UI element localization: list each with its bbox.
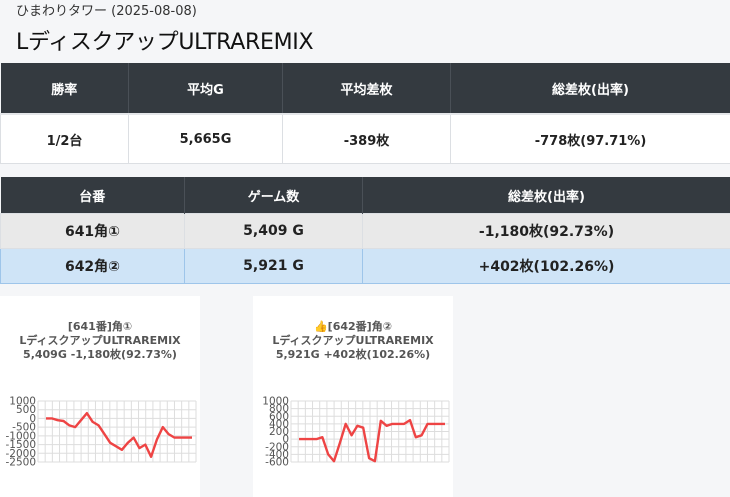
- table-row[interactable]: 642角② 5,921 G +402枚(102.26%): [0, 248, 730, 284]
- y-tick-label: -2000: [5, 448, 36, 460]
- series-line: [299, 418, 445, 463]
- chart-header-unit: [641番]角①: [67, 320, 133, 333]
- summary-table: 勝率 平均G 平均差枚 総差枚(出率) 1/2台 5,665G -389枚 -7…: [0, 63, 730, 164]
- y-tick-label: 0: [29, 413, 36, 425]
- machine-diff: -1,180枚(92.73%): [362, 213, 730, 249]
- y-tick-label: 0: [282, 434, 289, 446]
- machine-diff: +402枚(102.26%): [362, 248, 730, 284]
- y-tick-label: 500: [16, 404, 36, 416]
- chart-header-stats: 5,409G -1,180枚(92.73%): [23, 348, 177, 361]
- machines-header-row: 台番 ゲーム数 総差枚(出率): [0, 177, 730, 214]
- summary-total-diff: -778枚(97.71%): [450, 113, 730, 164]
- y-tick-label: 400: [269, 418, 289, 430]
- y-tick-label: -1500: [5, 439, 36, 451]
- summary-winrate: 1/2台: [0, 113, 129, 164]
- summary-avg-diff: -389枚: [282, 113, 451, 164]
- chart-header: [641番]角① LディスクアップULTRAREMIX 5,409G -1,18…: [0, 320, 200, 362]
- summary-header-winrate: 勝率: [0, 63, 129, 114]
- machine-unit: 641角①: [0, 213, 185, 249]
- table-row[interactable]: 641角① 5,409 G -1,180枚(92.73%): [0, 213, 730, 249]
- summary-header-row: 勝率 平均G 平均差枚 総差枚(出率): [0, 63, 730, 114]
- summary-header-avg-games: 平均G: [128, 63, 283, 114]
- y-tick-label: -1000: [5, 430, 36, 442]
- chart-card-642: 👍[642番]角② LディスクアップULTRAREMIX 5,921G +402…: [253, 296, 453, 497]
- y-tick-label: -500: [12, 422, 36, 434]
- y-tick-label: -600: [265, 457, 289, 469]
- chart-header-stats: 5,921G +402枚(102.26%): [275, 348, 431, 361]
- chart-card-641: [641番]角① LディスクアップULTRAREMIX 5,409G -1,18…: [0, 296, 200, 497]
- y-tick-label: -400: [265, 449, 289, 461]
- machine-games: 5,921 G: [184, 248, 363, 284]
- chart-header-machine: LディスクアップULTRAREMIX: [272, 334, 434, 347]
- summary-value-row: 1/2台 5,665G -389枚 -778枚(97.71%): [0, 113, 730, 164]
- y-tick-label: 200: [269, 426, 289, 438]
- machine-unit: 642角②: [0, 248, 185, 284]
- machines-header-diff: 総差枚(出率): [362, 177, 730, 214]
- page-title: LディスクアップULTRAREMIX: [16, 30, 314, 55]
- machines-table: 台番 ゲーム数 総差枚(出率) 641角① 5,409 G -1,180枚(92…: [0, 177, 730, 284]
- summary-header-avg-diff: 平均差枚: [282, 63, 451, 114]
- summary-header-total-diff: 総差枚(出率): [450, 63, 730, 114]
- y-tick-label: 600: [269, 411, 289, 423]
- y-tick-label: 1000: [262, 396, 289, 408]
- page-subtitle: ひまわりタワー (2025-08-08): [16, 4, 197, 19]
- chart-header-unit: 👍[642番]角②: [313, 320, 393, 333]
- machines-header-games: ゲーム数: [184, 177, 363, 214]
- machine-games: 5,409 G: [184, 213, 363, 249]
- machines-header-unit: 台番: [0, 177, 185, 214]
- chart-header: 👍[642番]角② LディスクアップULTRAREMIX 5,921G +402…: [253, 320, 453, 362]
- y-tick-label: 1000: [9, 396, 36, 408]
- y-tick-label: -2500: [5, 457, 36, 469]
- chart-header-machine: LディスクアップULTRAREMIX: [19, 334, 181, 347]
- summary-avg-games: 5,665G: [128, 113, 283, 164]
- y-tick-label: 800: [269, 403, 289, 415]
- y-tick-label: -200: [265, 441, 289, 453]
- series-line: [46, 412, 192, 458]
